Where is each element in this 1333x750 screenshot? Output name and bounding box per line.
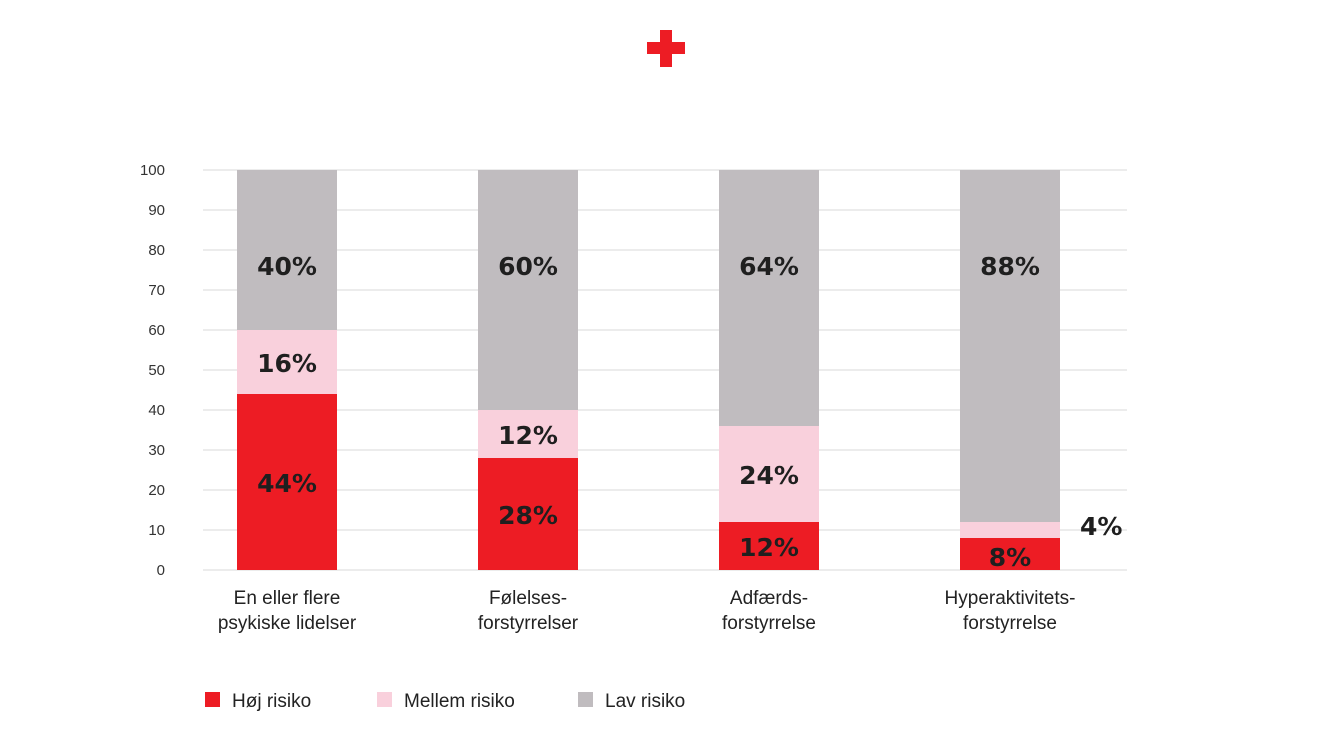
y-tick-label: 50: [148, 362, 165, 379]
category-label: Adfærds-: [730, 588, 808, 609]
data-label: 4%: [1080, 512, 1122, 541]
red-cross-logo: [647, 30, 685, 67]
legend-label: Høj risiko: [232, 691, 311, 712]
category-labels: En eller flere psykiske lidelser Følelses-…: [218, 588, 1076, 634]
y-tick-label: 0: [157, 562, 165, 579]
category-label: En eller flere: [234, 588, 341, 609]
y-tick-label: 30: [148, 442, 165, 459]
bars: [237, 170, 1060, 570]
bar-segment: [237, 394, 337, 570]
bar-segment: [960, 170, 1060, 522]
y-tick-label: 60: [148, 322, 165, 339]
data-label: 88%: [980, 252, 1040, 281]
bar-segment: [719, 170, 819, 426]
bar-segment: [478, 410, 578, 458]
red-cross-vertical: [660, 30, 672, 67]
category-label: forstyrrelse: [963, 613, 1057, 634]
bar-segment: [237, 330, 337, 394]
legend-swatch: [578, 692, 593, 707]
bar-segment: [960, 522, 1060, 538]
bar-segment: [960, 538, 1060, 570]
y-axis-tick-labels: 0 10 20 30 40 50 60 70 80 90 100: [140, 162, 165, 579]
y-tick-label: 90: [148, 202, 165, 219]
data-label: 60%: [498, 252, 558, 281]
bar-segment: [237, 170, 337, 330]
bar-segment: [719, 426, 819, 522]
category-label: Hyperaktivitets-: [945, 588, 1076, 609]
data-label: 12%: [739, 533, 799, 562]
bar-segment: [719, 522, 819, 570]
legend: Høj risiko Mellem risiko Lav risiko: [205, 691, 685, 712]
category-label: forstyrrelser: [478, 613, 579, 634]
y-tick-label: 40: [148, 402, 165, 419]
legend-swatch: [205, 692, 220, 707]
category-label: Følelses-: [489, 588, 567, 609]
y-tick-label: 20: [148, 482, 165, 499]
legend-swatch: [377, 692, 392, 707]
data-label: 8%: [989, 543, 1031, 572]
data-label: 44%: [257, 469, 317, 498]
category-label: psykiske lidelser: [218, 613, 357, 634]
y-tick-label: 100: [140, 162, 165, 179]
data-label: 12%: [498, 421, 558, 450]
y-tick-label: 10: [148, 522, 165, 539]
y-tick-label: 70: [148, 282, 165, 299]
data-label: 64%: [739, 252, 799, 281]
legend-label: Lav risiko: [605, 691, 685, 712]
bar-segment: [478, 458, 578, 570]
legend-label: Mellem risiko: [404, 691, 515, 712]
data-label: 16%: [257, 349, 317, 378]
data-label: 28%: [498, 501, 558, 530]
data-labels: 44% 16% 40% 28% 12% 60% 12% 24% 64% 8% 4% 88%: [257, 252, 1122, 572]
data-label: 24%: [739, 461, 799, 490]
bar-segment: [478, 170, 578, 410]
data-label: 40%: [257, 252, 317, 281]
y-tick-label: 80: [148, 242, 165, 259]
category-label: forstyrrelse: [722, 613, 816, 634]
